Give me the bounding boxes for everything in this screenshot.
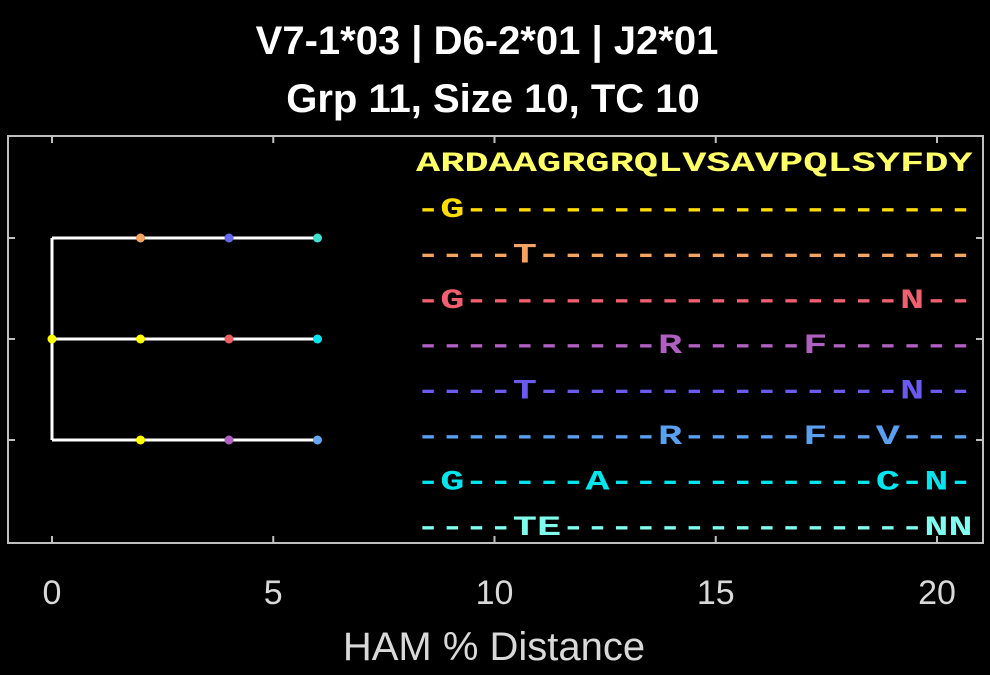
chart-title: V7-1*03 | D6-2*01 | J2*01 — [256, 19, 719, 63]
tree-node-2-2 — [313, 435, 322, 445]
x-tick-label-4: 20 — [918, 574, 956, 612]
tree-node-1-1 — [136, 334, 145, 344]
alignment-row-1: ----T------------------ — [416, 240, 973, 271]
tree-node-2-0 — [136, 435, 145, 445]
alignment-row-5: ----------R-----F--V--- — [416, 422, 973, 453]
x-tick-label-2: 10 — [476, 574, 514, 612]
lineage-tree — [47, 233, 322, 445]
x-tick-labels: 0 5 10 15 20 — [43, 574, 956, 612]
alignment-row-7: ----TE---------------NN — [416, 513, 973, 544]
alignment-row-2: -G------------------N-- — [416, 286, 973, 317]
tree-node-1-3 — [313, 334, 322, 344]
sequence-alignment: ARDAAGRGRQLVSAVPQLSYFDY -G---------------… — [416, 149, 973, 544]
x-axis-label: HAM % Distance — [343, 625, 645, 669]
tree-node-0-1 — [224, 233, 234, 243]
axis-ticks — [8, 136, 983, 543]
alignment-row-0: -G--------------------- — [416, 195, 973, 226]
chart-subtitle: Grp 11, Size 10, TC 10 — [286, 77, 700, 121]
alignment-consensus: ARDAAGRGRQLVSAVPQLSYFDY — [416, 149, 973, 180]
tree-node-0-0 — [136, 233, 145, 243]
x-tick-label-1: 5 — [264, 574, 283, 612]
x-tick-label-3: 15 — [697, 574, 735, 612]
tree-node-0-2 — [313, 233, 322, 243]
x-tick-label-0: 0 — [43, 574, 62, 612]
alignment-row-3: ----------R-----F------ — [416, 331, 973, 362]
tree-node-1-2 — [224, 334, 234, 344]
alignment-row-6: -G-----A-----------C-N- — [416, 467, 973, 498]
tree-node-1-0 — [47, 334, 57, 344]
tree-node-2-1 — [224, 435, 234, 445]
alignment-row-4: ----T---------------N-- — [416, 377, 973, 408]
